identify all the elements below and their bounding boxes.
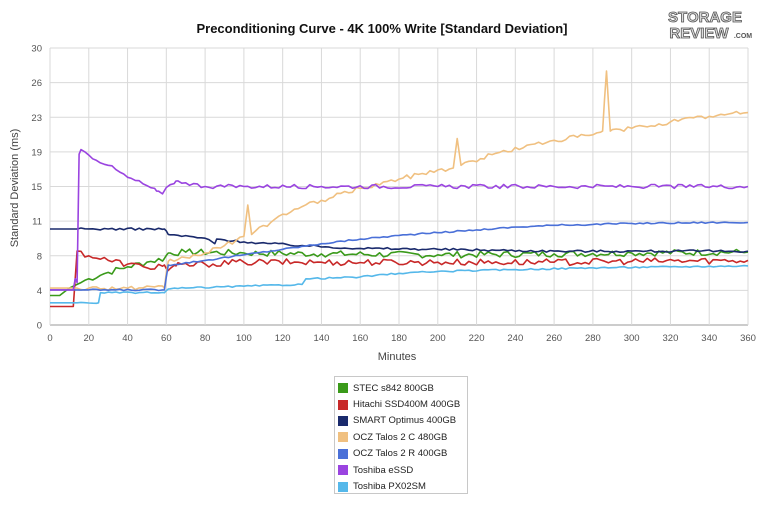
y-tick-labels: 0 4 8 11 15 19 23 26 30 [31, 44, 42, 332]
logo-line2: REVIEW [669, 25, 729, 42]
legend-swatch [338, 465, 348, 476]
x-axis-label: Minutes [378, 351, 417, 363]
y-tick-label: 15 [31, 182, 42, 193]
grid-lines [49, 47, 749, 326]
legend-item: OCZ Talos 2 C 480GB [338, 429, 467, 445]
chart-title: Preconditioning Curve - 4K 100% Write [S… [196, 21, 567, 36]
legend-item: SMART Optimus 400GB [338, 413, 467, 429]
y-tick-label: 4 [37, 286, 42, 297]
x-tick-label: 340 [701, 333, 717, 344]
legend-item: Toshiba eSSD [338, 462, 467, 478]
x-tick-label: 140 [314, 333, 330, 344]
chart-legend: STEC s842 800GB Hitachi SSD400M 400GB SMAR… [334, 376, 468, 494]
legend-label: Toshiba eSSD [353, 464, 414, 476]
x-tick-label: 320 [663, 333, 679, 344]
legend-swatch [338, 415, 348, 426]
storagereview-logo: STORAGE REVIEW .COM [668, 9, 753, 42]
legend-label: Toshiba PX02SM [353, 481, 426, 493]
legend-swatch [338, 399, 348, 410]
y-tick-label: 26 [31, 78, 42, 89]
x-tick-label: 220 [469, 333, 485, 344]
logo-suffix: .COM [734, 33, 752, 40]
x-tick-label: 60 [161, 333, 172, 344]
x-tick-label: 180 [391, 333, 407, 344]
y-tick-label: 0 [37, 321, 42, 332]
x-tick-label: 80 [200, 333, 211, 344]
series-line-hitachi-ssd400m-400gb [50, 250, 749, 308]
legend-label: Hitachi SSD400M 400GB [353, 399, 461, 411]
x-tick-label: 160 [352, 333, 368, 344]
y-tick-label: 11 [32, 217, 42, 228]
x-tick-label: 260 [546, 333, 562, 344]
legend-label: SMART Optimus 400GB [353, 415, 457, 427]
x-tick-label: 240 [507, 333, 523, 344]
x-tick-label: 360 [740, 333, 756, 344]
x-tick-label: 40 [122, 333, 133, 344]
logo-line1: STORAGE [668, 9, 742, 26]
y-tick-label: 30 [31, 44, 42, 55]
y-tick-label: 8 [37, 251, 42, 262]
series-lines [50, 70, 749, 308]
series-line-toshiba-essd [50, 148, 749, 291]
legend-item: STEC s842 800GB [338, 380, 467, 396]
x-tick-label: 120 [275, 333, 291, 344]
series-line-smart-optimus-400gb [50, 227, 749, 253]
legend-swatch [338, 481, 348, 492]
x-tick-label: 100 [236, 333, 252, 344]
legend-item: OCZ Talos 2 R 400GB [338, 446, 467, 462]
x-tick-labels: 0 20 40 60 80 100 120 140 160 180 200 220 240 260 280 3… [47, 333, 756, 344]
legend-label: STEC s842 800GB [353, 382, 434, 394]
legend-label: OCZ Talos 2 R 400GB [353, 448, 448, 460]
series-line-toshiba-px02sm [50, 264, 749, 305]
x-tick-label: 300 [624, 333, 640, 344]
legend-swatch [338, 448, 348, 459]
x-tick-label: 20 [83, 333, 94, 344]
y-axis-label: Standard Deviation (ms) [9, 129, 21, 248]
x-tick-label: 0 [47, 333, 52, 344]
y-tick-label: 19 [31, 147, 42, 158]
x-tick-label: 280 [585, 333, 601, 344]
legend-label: OCZ Talos 2 C 480GB [353, 431, 448, 443]
legend-item: Hitachi SSD400M 400GB [338, 396, 467, 412]
legend-swatch [338, 432, 348, 443]
legend-swatch [338, 383, 348, 394]
legend-item: Toshiba PX02SM [338, 478, 467, 494]
x-tick-label: 200 [430, 333, 446, 344]
series-line-ocz-talos-2-r-400gb [50, 221, 749, 292]
y-tick-label: 23 [31, 113, 42, 124]
series-line-stec-s842-800gb [50, 248, 749, 297]
